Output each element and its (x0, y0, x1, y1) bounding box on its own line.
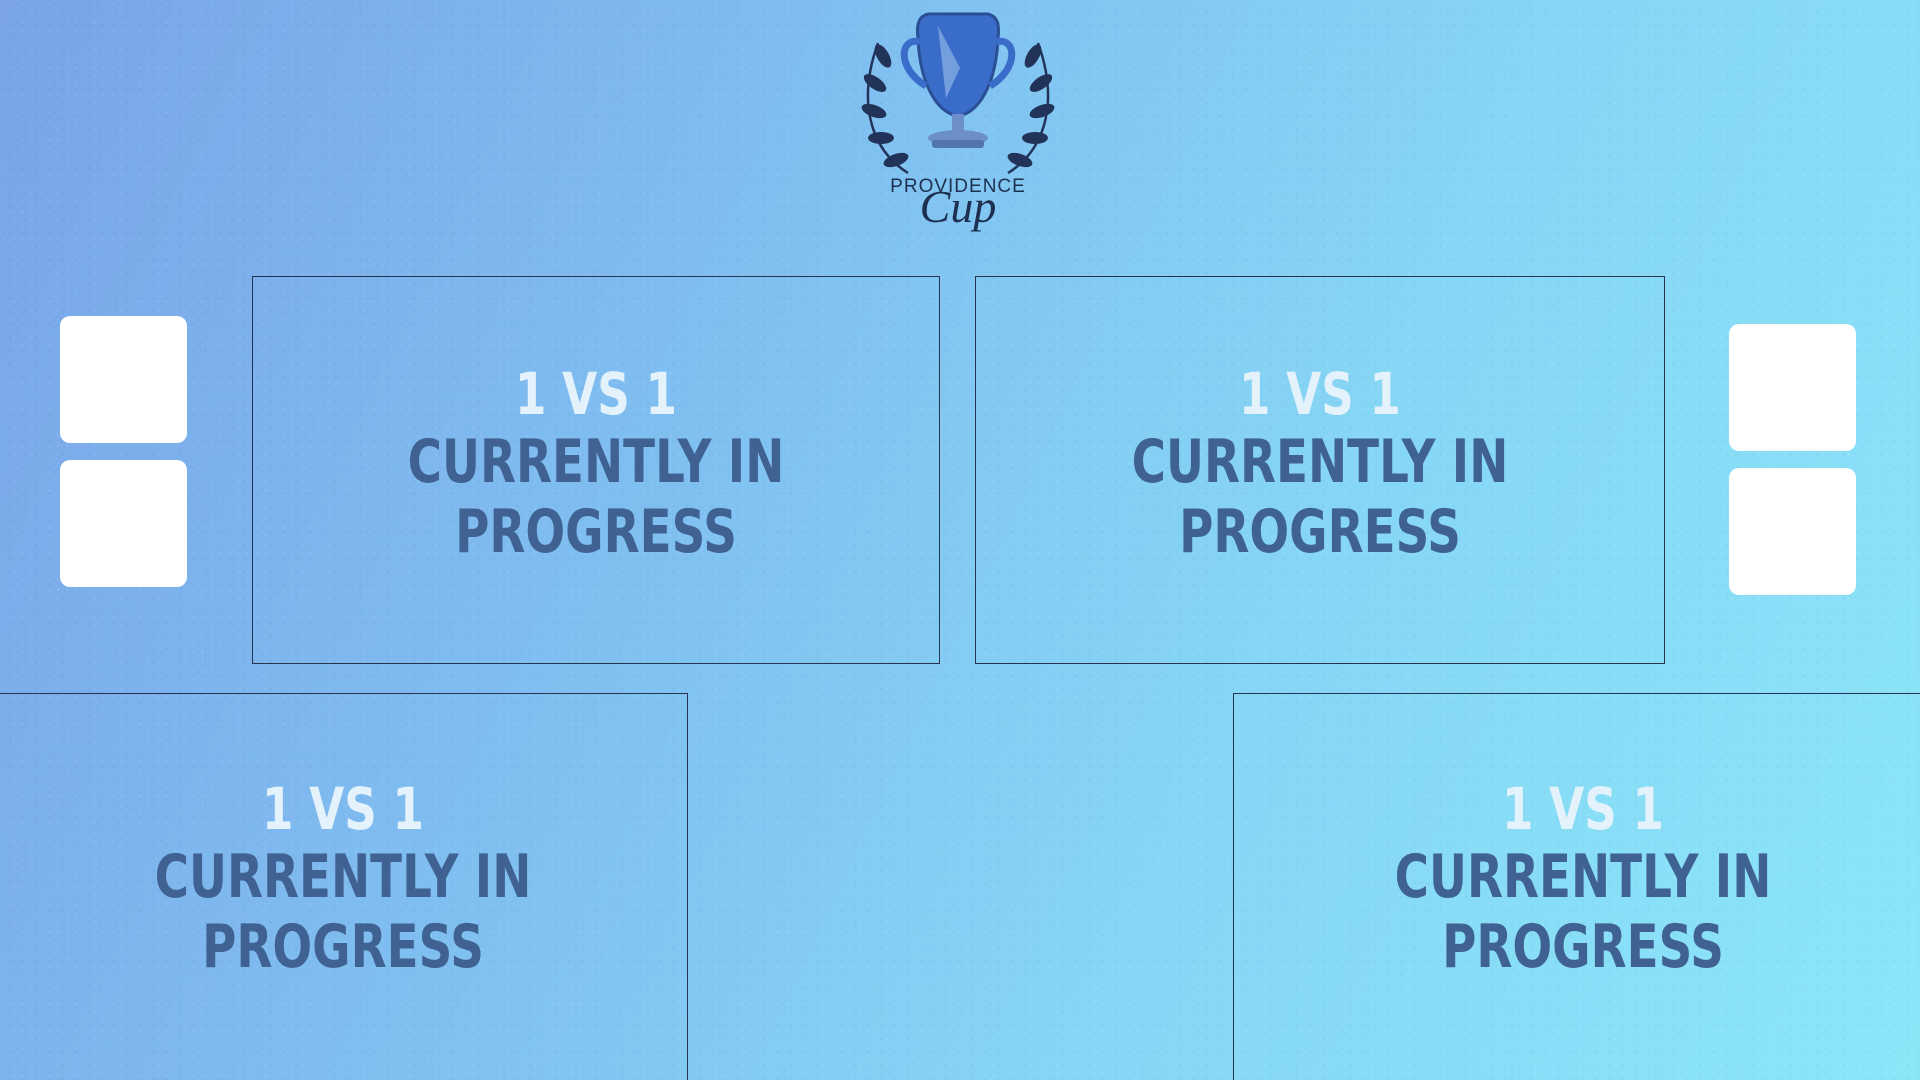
match-status-line2: PROGRESS (455, 497, 737, 567)
match-box-bottom-left: 1 VS 1 CURRENTLY IN PROGRESS (0, 693, 688, 1080)
match-box-top-right: 1 VS 1 CURRENTLY IN PROGRESS (975, 276, 1665, 664)
match-box-top-left: 1 VS 1 CURRENTLY IN PROGRESS (252, 276, 940, 664)
match-box-bottom-right: 1 VS 1 CURRENTLY IN PROGRESS (1233, 693, 1920, 1080)
player-slot-left-top (60, 316, 187, 443)
match-mode-label: 1 VS 1 (1238, 360, 1402, 428)
trophy-icon (861, 12, 1055, 175)
match-status-line1: CURRENTLY IN (407, 427, 785, 497)
match-status-line2: PROGRESS (1442, 912, 1724, 982)
player-slot-right-top (1729, 324, 1856, 451)
match-mode-label: 1 VS 1 (261, 775, 425, 843)
match-status-line2: PROGRESS (202, 912, 484, 982)
match-status-line1: CURRENTLY IN (1131, 427, 1509, 497)
player-slot-left-bottom (60, 460, 187, 587)
match-mode-label: 1 VS 1 (1501, 775, 1665, 843)
logo-script-word: Cup (919, 181, 997, 232)
match-status-line2: PROGRESS (1179, 497, 1461, 567)
logo-wordmark: PROVIDENCE (890, 176, 1026, 197)
providence-cup-logo: PROVIDENCE Cup (838, 8, 1078, 238)
match-mode-label: 1 VS 1 (514, 360, 678, 428)
match-status-line1: CURRENTLY IN (1394, 842, 1772, 912)
match-status-line1: CURRENTLY IN (154, 842, 532, 912)
player-slot-right-bottom (1729, 468, 1856, 595)
